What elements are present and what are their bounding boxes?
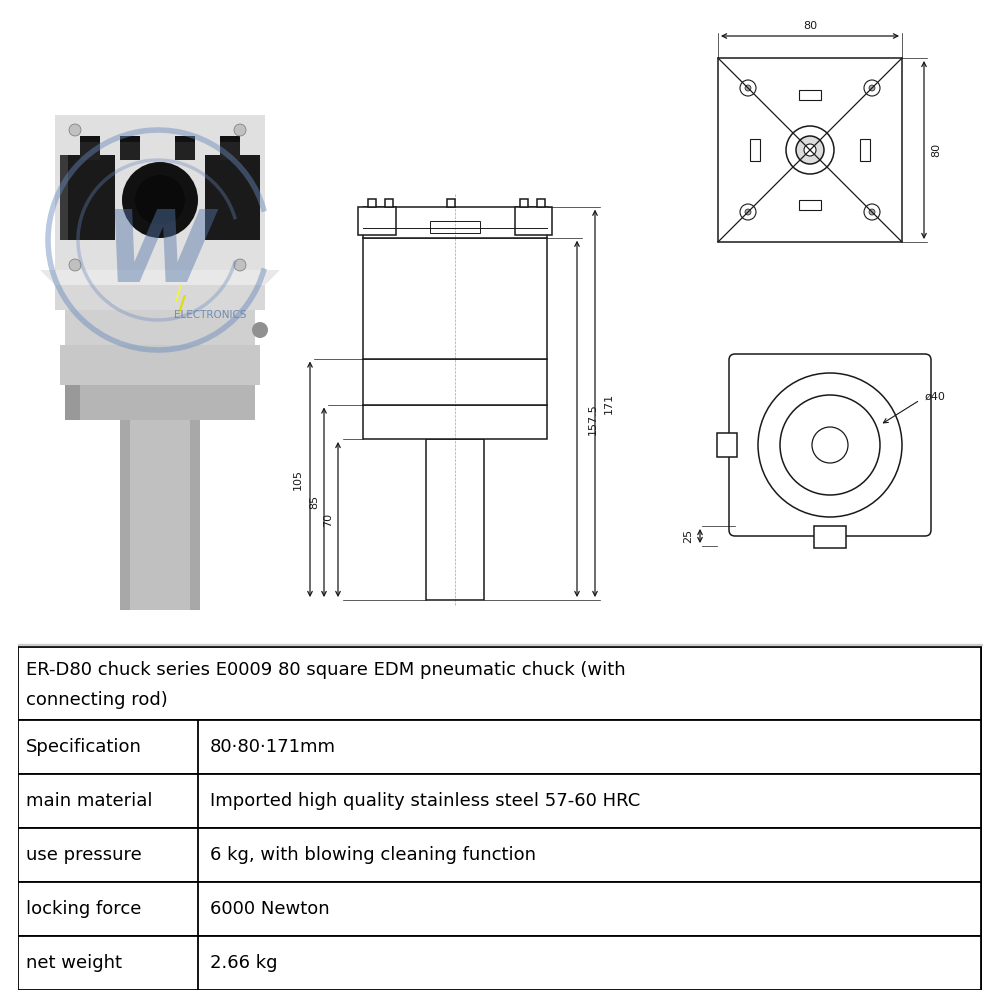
Bar bbox=[55, 115, 265, 285]
Text: 80·80·171mm: 80·80·171mm bbox=[210, 738, 336, 756]
Bar bbox=[65, 385, 80, 420]
Bar bbox=[368, 199, 376, 207]
Text: 2.66 kg: 2.66 kg bbox=[210, 954, 278, 972]
Text: use pressure: use pressure bbox=[26, 846, 142, 864]
Text: net weight: net weight bbox=[26, 954, 122, 972]
Text: 171: 171 bbox=[604, 393, 614, 414]
Circle shape bbox=[252, 322, 268, 338]
Circle shape bbox=[745, 209, 751, 215]
Circle shape bbox=[786, 126, 834, 174]
Circle shape bbox=[869, 209, 875, 215]
Text: ER-D80 chuck series E0009 80 square EDM pneumatic chuck (with: ER-D80 chuck series E0009 80 square EDM … bbox=[26, 661, 626, 679]
Text: W: W bbox=[103, 207, 213, 304]
Bar bbox=[60, 155, 115, 240]
Bar bbox=[799, 90, 821, 100]
Bar bbox=[18, 828, 981, 882]
Text: connecting rod): connecting rod) bbox=[26, 691, 168, 709]
Bar bbox=[447, 199, 455, 207]
Circle shape bbox=[135, 175, 185, 225]
Text: 80: 80 bbox=[803, 21, 817, 31]
Circle shape bbox=[740, 80, 756, 96]
Bar bbox=[520, 199, 528, 207]
Bar bbox=[363, 207, 547, 238]
Text: ø40: ø40 bbox=[925, 392, 946, 402]
Bar bbox=[717, 433, 737, 457]
Circle shape bbox=[869, 85, 875, 91]
Text: 6 kg, with blowing cleaning function: 6 kg, with blowing cleaning function bbox=[210, 846, 536, 864]
Circle shape bbox=[745, 85, 751, 91]
Circle shape bbox=[234, 124, 246, 136]
Bar bbox=[363, 238, 547, 359]
Text: 85: 85 bbox=[309, 495, 319, 509]
Text: 70: 70 bbox=[323, 512, 333, 527]
Circle shape bbox=[780, 395, 880, 495]
Bar bbox=[175, 140, 195, 160]
Bar bbox=[860, 139, 870, 161]
Bar bbox=[18, 720, 981, 774]
Bar bbox=[426, 439, 484, 600]
Text: Imported high quality stainless steel 57-60 HRC: Imported high quality stainless steel 57… bbox=[210, 792, 640, 810]
Text: Specification: Specification bbox=[26, 738, 142, 756]
Bar bbox=[18, 774, 981, 828]
Bar bbox=[514, 207, 552, 235]
Bar bbox=[363, 404, 547, 439]
Circle shape bbox=[758, 373, 902, 517]
Bar bbox=[220, 136, 240, 142]
Bar bbox=[120, 140, 140, 160]
Bar bbox=[220, 140, 240, 160]
Bar bbox=[80, 136, 100, 142]
Bar bbox=[18, 882, 981, 936]
Polygon shape bbox=[40, 270, 280, 285]
Bar bbox=[60, 155, 68, 240]
Bar bbox=[120, 420, 200, 610]
Bar bbox=[18, 647, 981, 720]
Bar bbox=[430, 221, 480, 233]
Bar bbox=[799, 200, 821, 210]
Circle shape bbox=[864, 204, 880, 220]
Text: /: / bbox=[178, 295, 186, 315]
Bar bbox=[60, 345, 260, 385]
Bar bbox=[363, 359, 547, 404]
Bar bbox=[120, 136, 140, 142]
Bar bbox=[18, 936, 981, 990]
Bar bbox=[718, 58, 902, 242]
Text: 6000 Newton: 6000 Newton bbox=[210, 900, 330, 918]
Circle shape bbox=[234, 259, 246, 271]
Bar bbox=[537, 199, 545, 207]
Circle shape bbox=[122, 162, 198, 238]
Circle shape bbox=[864, 80, 880, 96]
Bar bbox=[814, 526, 846, 548]
Text: 157.5: 157.5 bbox=[588, 403, 598, 435]
Bar bbox=[65, 385, 255, 420]
Bar bbox=[205, 155, 260, 240]
Circle shape bbox=[804, 144, 816, 156]
Circle shape bbox=[812, 427, 848, 463]
Circle shape bbox=[796, 136, 824, 164]
FancyBboxPatch shape bbox=[729, 354, 931, 536]
Text: main material: main material bbox=[26, 792, 152, 810]
Bar bbox=[385, 199, 393, 207]
Bar bbox=[190, 420, 200, 610]
Bar bbox=[65, 310, 255, 345]
Text: ELECTRONICS: ELECTRONICS bbox=[174, 310, 246, 320]
Circle shape bbox=[740, 204, 756, 220]
Bar bbox=[80, 140, 100, 160]
Bar bbox=[120, 420, 130, 610]
Bar bbox=[358, 207, 396, 235]
Bar bbox=[750, 139, 760, 161]
Text: locking force: locking force bbox=[26, 900, 141, 918]
Text: 105: 105 bbox=[293, 469, 303, 490]
Text: 25: 25 bbox=[683, 529, 693, 543]
Text: /: / bbox=[175, 286, 181, 304]
Circle shape bbox=[69, 124, 81, 136]
Text: 80: 80 bbox=[931, 143, 941, 157]
Bar bbox=[55, 285, 265, 310]
Circle shape bbox=[69, 259, 81, 271]
Bar bbox=[175, 136, 195, 142]
